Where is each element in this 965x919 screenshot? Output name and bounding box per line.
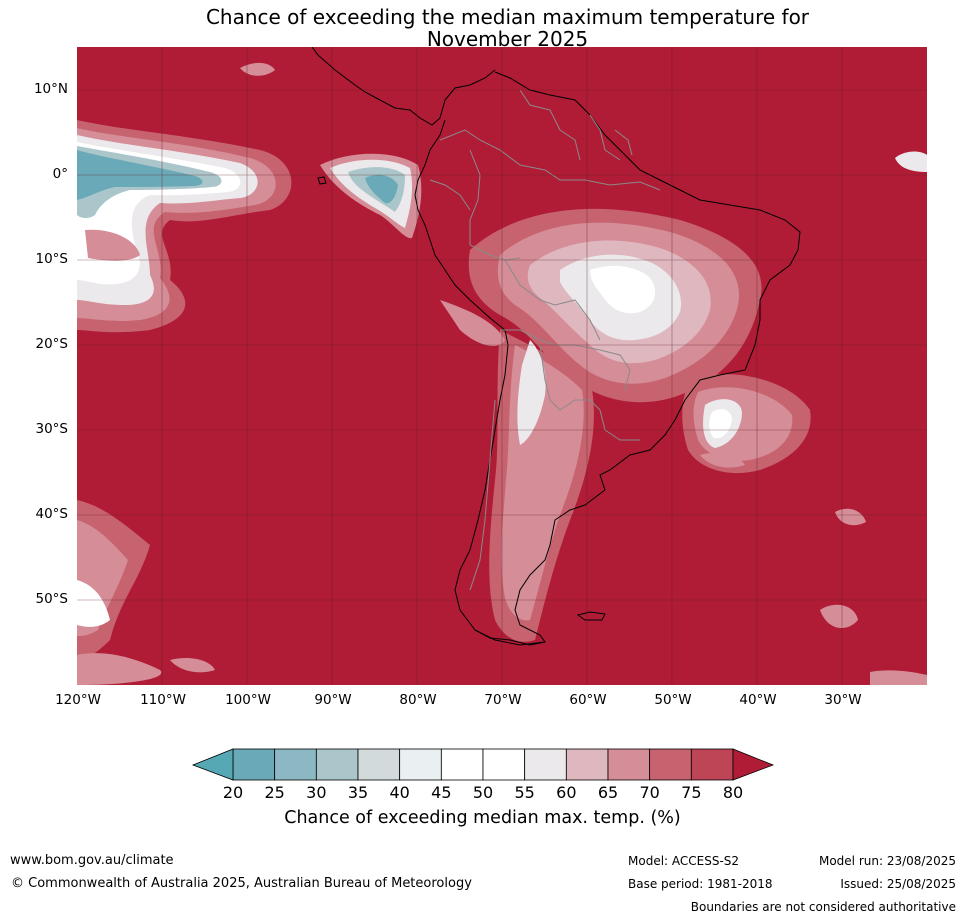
map-title-line-1: Chance of exceeding the median maximum t… (205, 5, 810, 29)
colorbar-swatch (690, 748, 734, 781)
colorbar-label: Chance of exceeding median max. temp. (%… (284, 808, 681, 828)
longitude-label-80w: 80°W (399, 692, 437, 708)
latitude-label-50s: 50°S (35, 591, 69, 607)
colorbar-tick-label: 40 (389, 783, 410, 802)
disclaimer-text: Boundaries are not considered authoritat… (690, 900, 956, 914)
latitude-label-equator: 0° (52, 166, 68, 182)
graticule (77, 47, 927, 685)
longitude-label-40w: 40°W (739, 692, 777, 708)
coastlines (311, 47, 801, 646)
colorbar-swatch (524, 748, 567, 781)
colorbar-swatch (357, 748, 401, 781)
colorbar-swatch (565, 748, 609, 781)
colorbar-tick-label: 50 (472, 783, 494, 802)
copyright-text: © Commonwealth of Australia 2025, Austra… (11, 876, 472, 891)
colorbar-under-arrow (191, 748, 234, 781)
colorbar-tick-label: 35 (347, 783, 369, 802)
longitude-label-90w: 90°W (314, 692, 352, 708)
latitude-label-30s: 30°S (35, 421, 69, 437)
tierra-del-fuego (474, 629, 546, 646)
colorbar-swatch (440, 748, 484, 781)
colorbar-swatch (649, 748, 692, 781)
longitude-label-120w: 120°W (55, 692, 101, 708)
colorbar-swatch (274, 748, 317, 781)
map-title-line-2: November 2025 (426, 27, 589, 51)
falkland-islands (576, 611, 606, 621)
probability-map (77, 47, 927, 685)
colorbar-swatch (482, 748, 526, 781)
central-brazil-region (468, 208, 762, 403)
central-america-coast (311, 47, 496, 126)
colorbar-over-arrow (732, 748, 775, 781)
colorbar-tick-label: 70 (639, 783, 660, 802)
latitude-label-40s: 40°S (35, 506, 69, 522)
colorbar-tick-label: 55 (514, 783, 535, 802)
south-america-coast (414, 71, 801, 646)
colorbar-tick-label: 65 (597, 783, 619, 802)
model-run-text: Model run: 23/08/2025 (818, 854, 956, 868)
latitude-label-10n: 10°N (33, 81, 68, 97)
longitude-label-30w: 30°W (824, 692, 862, 708)
colorbar-tick-label: 25 (264, 783, 285, 802)
andes-patagonia-region (440, 300, 594, 642)
galapagos-islands (317, 176, 327, 185)
colorbar-tick-label: 80 (722, 783, 744, 802)
colorbar (191, 748, 775, 781)
colorbar-tick-label: 30 (306, 783, 327, 802)
southwest-pacific-region (77, 500, 215, 685)
base-period-text: Base period: 1981-2018 (628, 877, 773, 891)
colorbar-tick-label: 60 (556, 783, 577, 802)
colorbar-swatch (315, 748, 359, 781)
colorbar-swatch (232, 748, 276, 781)
colorbar-swatch (607, 748, 651, 781)
colorbar-tick-label: 75 (681, 783, 702, 802)
website-link[interactable]: www.bom.gov.au/climate (10, 853, 174, 868)
longitude-label-110w: 110°W (140, 692, 186, 708)
latitude-label-10s: 10°S (35, 251, 69, 267)
model-text: Model: ACCESS-S2 (628, 854, 740, 868)
scattered-patches (240, 62, 927, 685)
longitude-label-50w: 50°W (654, 692, 692, 708)
south-atlantic-region (682, 374, 811, 474)
colorbar-swatches (232, 748, 734, 781)
longitude-label-100w: 100°W (225, 692, 271, 708)
longitude-label-60w: 60°W (569, 692, 607, 708)
colorbar-tick-label: 45 (431, 783, 452, 802)
colorbar-swatch (399, 748, 442, 781)
colorbar-tick-label: 20 (222, 783, 244, 802)
longitude-label-70w: 70°W (484, 692, 522, 708)
issued-text: Issued: 25/08/2025 (840, 877, 956, 891)
country-borders (429, 89, 661, 591)
latitude-label-20s: 20°S (35, 336, 69, 352)
